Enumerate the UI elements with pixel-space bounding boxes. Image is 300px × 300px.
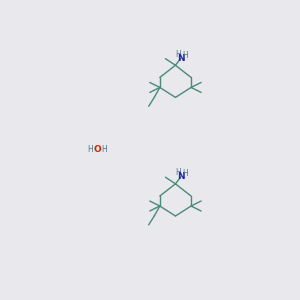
Text: H: H bbox=[176, 50, 181, 59]
Text: H: H bbox=[183, 51, 188, 60]
Text: N: N bbox=[177, 172, 185, 181]
Text: H: H bbox=[183, 169, 188, 178]
Text: N: N bbox=[177, 54, 185, 63]
Text: H: H bbox=[101, 146, 107, 154]
Text: H: H bbox=[87, 146, 93, 154]
Text: O: O bbox=[93, 146, 101, 154]
Text: H: H bbox=[176, 168, 181, 177]
